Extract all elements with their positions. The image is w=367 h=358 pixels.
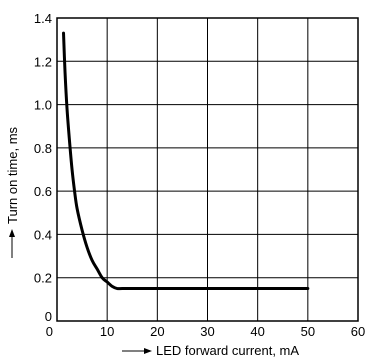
- y-tick-label: 1.4: [34, 11, 52, 26]
- y-axis-title-group: Turn on time, ms: [5, 126, 20, 258]
- x-axis-arrowhead: [144, 348, 152, 354]
- y-axis-title: Turn on time, ms: [5, 126, 20, 224]
- y-tick-label: 0.2: [34, 271, 52, 286]
- plot-frame: [56, 17, 359, 322]
- y-axis-arrowhead: [9, 229, 15, 237]
- x-axis-title-group: LED forward current, mA: [122, 343, 299, 358]
- series-line: [62, 31, 310, 291]
- y-tick-label: 0.8: [34, 141, 52, 156]
- x-tick-label: 0: [46, 324, 53, 339]
- x-axis-title: LED forward current, mA: [156, 343, 299, 358]
- y-tick-label: 1.0: [34, 98, 52, 113]
- x-tick-labels: 0 10 20 30 40 50 60: [46, 324, 365, 339]
- y-tick-label: 1.2: [34, 54, 52, 69]
- x-tick-label: 50: [301, 324, 315, 339]
- y-tick-label: 0.4: [34, 227, 52, 242]
- x-tick-label: 20: [150, 324, 164, 339]
- grid: [57, 18, 358, 321]
- x-tick-label: 40: [250, 324, 264, 339]
- y-tick-label: 0.6: [34, 184, 52, 199]
- y-tick-label: 0: [45, 309, 52, 324]
- x-tick-label: 60: [351, 324, 365, 339]
- x-tick-label: 30: [200, 324, 214, 339]
- y-tick-labels: 0 0.2 0.4 0.6 0.8 1.0 1.2 1.4: [34, 11, 52, 324]
- x-tick-label: 10: [100, 324, 114, 339]
